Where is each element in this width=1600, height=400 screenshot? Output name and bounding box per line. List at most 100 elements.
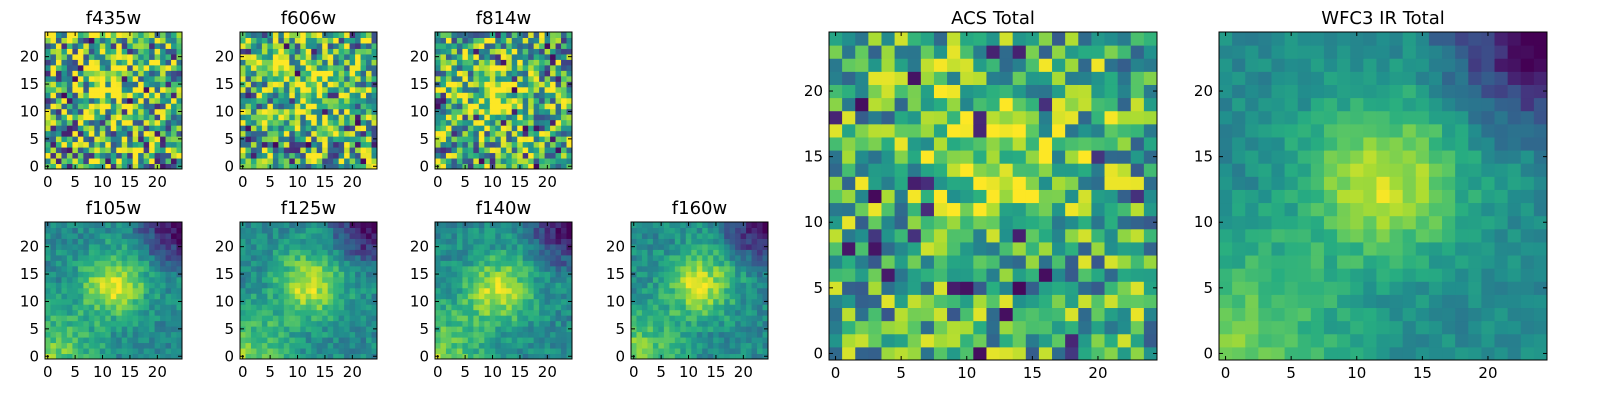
heatmap-cell [72,238,79,245]
heatmap-cell [550,243,557,250]
heatmap-cell [160,320,167,327]
heatmap-cell [61,293,68,300]
heatmap-cell [327,276,334,283]
heatmap-cell [1078,320,1092,335]
heatmap-cell [456,81,463,88]
heatmap-cell [165,147,172,154]
heatmap-cell [294,331,301,338]
heatmap-cell [881,241,896,256]
heatmap-cell [631,342,637,349]
heatmap-cell [294,337,301,344]
heatmap-cell [495,103,502,110]
heatmap-cell [489,37,496,44]
panel-title: f140w [476,198,531,219]
heatmap-cell [278,232,285,239]
heatmap-cell [176,309,183,316]
heatmap-cell [149,238,156,245]
heatmap-cell [467,163,474,170]
heatmap-cell [344,287,351,294]
heatmap-cell [355,97,362,104]
heatmap-cell [533,147,540,154]
heatmap-cell [674,309,681,316]
heatmap-cell [45,114,51,121]
heatmap-cell [451,158,458,165]
heatmap-cell [250,309,257,316]
heatmap-cell [544,315,551,322]
heatmap-cell [1038,241,1053,256]
heatmap-cell [1038,228,1053,243]
heatmap-cell [360,304,367,311]
heatmap-cell [1078,215,1092,230]
heatmap-cell [506,293,513,300]
heatmap-cell [355,276,362,283]
heatmap-cell [55,287,62,294]
heatmap-cell [245,227,252,234]
heatmap-cell [360,163,367,170]
heatmap-cell [495,260,502,267]
heatmap-cell [539,348,546,355]
heatmap-cell [544,227,551,234]
heatmap-cell [165,254,172,261]
heatmap-cell [500,92,507,99]
heatmap-cell [517,42,524,49]
heatmap-cell [149,227,156,234]
heatmap-cell [61,287,68,294]
heatmap-cell [110,163,117,170]
heatmap-cell [539,243,546,250]
heatmap-cell [868,163,882,177]
heatmap-cell [88,348,95,355]
heatmap-cell [267,320,274,327]
heatmap-cell [61,163,68,170]
heatmap-cell [110,276,117,283]
heatmap-cell [555,342,562,349]
heatmap-cell [99,282,106,289]
heatmap-cell [256,48,263,55]
heatmap-cell [533,353,540,360]
heatmap-cell [116,282,123,289]
heatmap-cell [506,348,513,355]
heatmap-cell [132,320,139,327]
heatmap-cell [278,103,285,110]
heatmap-cell [176,86,183,93]
heatmap-cell [316,254,323,261]
heatmap-cell [333,86,340,93]
heatmap-cell [669,342,676,349]
heatmap-cell [267,309,274,316]
heatmap-cell [316,64,323,71]
heatmap-cell [143,158,150,165]
heatmap-cell [245,265,252,272]
heatmap-cell [77,141,84,148]
heatmap-cell [344,53,351,60]
heatmap-cell [305,293,312,300]
heatmap-cell [947,307,961,322]
heatmap-cell [533,342,540,349]
heatmap-cell [94,81,101,88]
heatmap-cell [522,163,529,170]
heatmap-cell [489,147,496,154]
heatmap-cell [636,298,643,305]
heatmap-cell [658,298,665,305]
heatmap-cell [495,48,502,55]
heatmap-cell [360,64,367,71]
heatmap-cell [283,222,290,228]
heatmap-cell [110,337,117,344]
heatmap-cell [116,249,123,256]
heatmap-cell [250,243,257,250]
heatmap-cell [561,298,568,305]
heatmap-cell [338,152,345,159]
heatmap-cell [462,265,469,272]
heatmap-cell [283,119,290,126]
heatmap-cell [240,260,246,267]
heatmap-cell [61,304,68,311]
heatmap-cell [435,232,441,239]
heatmap-cell [138,276,145,283]
heatmap-cell [289,141,296,148]
heatmap-cell [456,32,463,38]
heatmap-cell [121,64,128,71]
heatmap-cell [528,276,535,283]
heatmap-cell [669,348,676,355]
heatmap-cell [322,271,329,278]
heatmap-cell [533,48,540,55]
heatmap-cell [283,64,290,71]
heatmap-cell [489,125,496,132]
